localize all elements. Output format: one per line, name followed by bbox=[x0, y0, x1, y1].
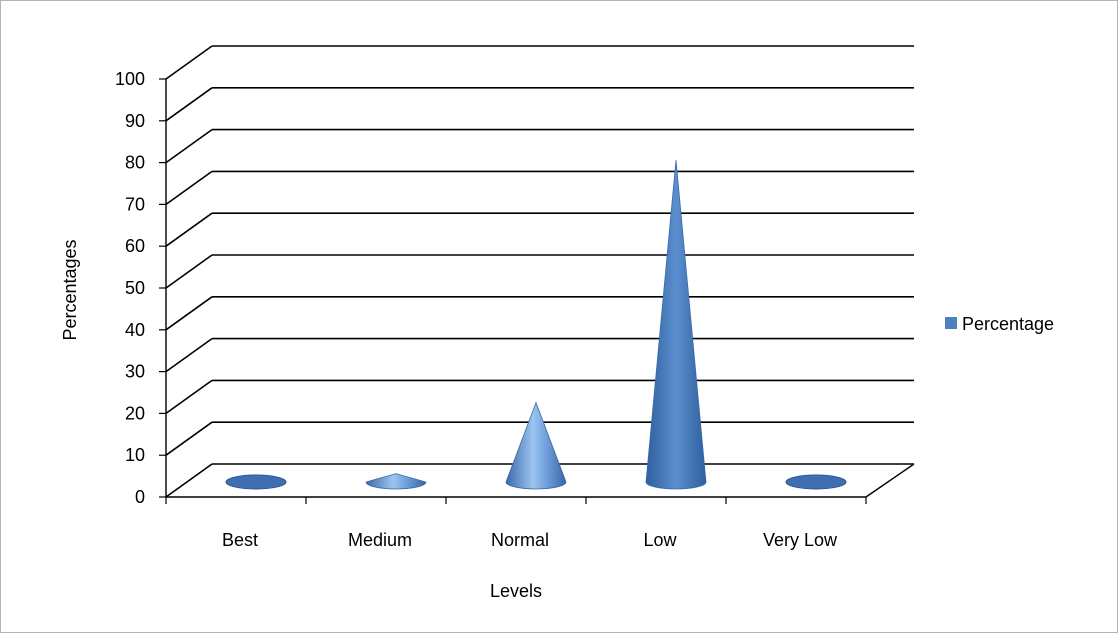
x-tick-label: Medium bbox=[348, 530, 412, 550]
x-tick-labels: Best Medium Normal Low Very Low bbox=[222, 530, 838, 550]
gridline-side bbox=[165, 379, 213, 415]
x-tick-label: Low bbox=[643, 530, 677, 550]
y-tick-label: 0 bbox=[135, 487, 145, 507]
gridline-side bbox=[165, 128, 213, 164]
y-tick-label: 90 bbox=[125, 111, 145, 131]
x-tick-label: Very Low bbox=[763, 530, 838, 550]
y-tick-labels: 0 10 20 30 40 50 60 70 80 90 100 bbox=[115, 69, 145, 507]
gridline-side bbox=[165, 337, 213, 373]
gridline-side bbox=[165, 45, 213, 80]
x-tick-label: Best bbox=[222, 530, 258, 550]
cone-body bbox=[505, 401, 567, 490]
gridlines bbox=[165, 45, 914, 498]
cone-best bbox=[225, 474, 287, 490]
floor-edge bbox=[865, 463, 915, 498]
y-tick-label: 10 bbox=[125, 445, 145, 465]
cones bbox=[225, 160, 847, 490]
y-tick-label: 50 bbox=[125, 278, 145, 298]
y-tick-label: 60 bbox=[125, 236, 145, 256]
gridline-side bbox=[165, 170, 213, 206]
cone-normal bbox=[505, 401, 567, 490]
cone-base bbox=[225, 474, 287, 490]
cone-medium bbox=[365, 473, 427, 490]
y-axis-title: Percentages bbox=[60, 239, 80, 340]
legend-label: Percentage bbox=[962, 314, 1054, 334]
cone-base bbox=[785, 474, 847, 490]
gridline-side bbox=[165, 296, 213, 331]
x-tick-label: Normal bbox=[491, 530, 549, 550]
y-tick-label: 100 bbox=[115, 69, 145, 89]
gridline-side bbox=[165, 463, 213, 498]
y-tick-label: 80 bbox=[125, 153, 145, 173]
gridline-side bbox=[165, 254, 213, 289]
gridline-side bbox=[165, 421, 213, 456]
y-tick-label: 70 bbox=[125, 194, 145, 214]
cone-body bbox=[365, 473, 427, 490]
y-tick-label: 20 bbox=[125, 403, 145, 423]
legend-swatch bbox=[945, 317, 957, 329]
x-axis-title: Levels bbox=[490, 581, 542, 601]
legend: Percentage bbox=[945, 314, 1054, 334]
y-tick-label: 40 bbox=[125, 320, 145, 340]
gridline-side bbox=[165, 212, 213, 247]
cone-low bbox=[645, 160, 707, 490]
gridline-side bbox=[165, 87, 213, 122]
y-tick-label: 30 bbox=[125, 362, 145, 382]
axes bbox=[159, 78, 915, 504]
cone-body bbox=[645, 160, 707, 490]
cone-very-low bbox=[785, 474, 847, 490]
